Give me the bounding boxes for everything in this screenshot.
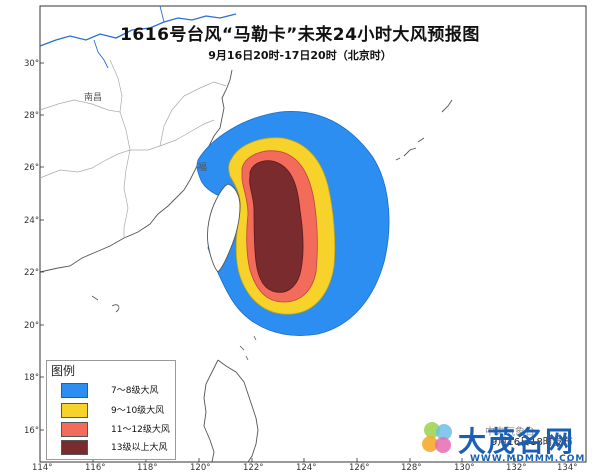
luzon-coastline — [203, 359, 219, 463]
legend-swatch — [61, 440, 88, 455]
lon-tick-label: 126° — [349, 463, 369, 473]
taiwan-island — [207, 183, 241, 273]
legend-label: 9～10级大风 — [111, 406, 165, 416]
map-subtitle: 9月16日20时-17日20时（北京时） — [208, 49, 392, 62]
place-label-fu: 福 — [198, 161, 207, 173]
province-border — [39, 99, 121, 113]
mainland-coastline — [39, 69, 233, 273]
map-title: 1616号台风“马勒卡”未来24小时大风预报图 — [120, 25, 480, 45]
province-border — [109, 59, 131, 238]
watermark-issue-time: 9月16日18时发布 — [491, 437, 573, 448]
island-coastline — [91, 295, 99, 301]
lat-tick-label: 30° — [24, 59, 39, 69]
legend-label: 7～8级大风 — [111, 386, 159, 396]
lon-tick-label: 124° — [296, 463, 316, 473]
lat-tick-label: 18° — [24, 373, 39, 383]
legend-swatch — [61, 422, 88, 437]
watermark-site-name: 大茂名网 — [458, 425, 575, 458]
map-frame — [39, 5, 587, 463]
lat-tick-label: 22° — [24, 268, 39, 278]
lon-tick-label: 134° — [557, 463, 577, 473]
lon-tick-label: 118° — [137, 463, 157, 473]
province-border — [39, 119, 215, 179]
lon-tick-label: 122° — [243, 463, 263, 473]
legend-item-13-plus: 13级以上大风 — [61, 440, 171, 455]
island-coastline — [239, 335, 257, 361]
latitude-ticks: 16° 18° 20° 22° 24° 26° 28° 30° — [24, 59, 39, 436]
lon-tick-label: 120° — [190, 463, 210, 473]
province-border — [159, 81, 227, 147]
legend-title: 图例 — [51, 364, 76, 378]
legend-item-9-10: 9～10级大风 — [61, 403, 171, 418]
river-tributary — [159, 5, 165, 23]
lon-tick-label: 114° — [32, 463, 52, 473]
legend-label: 11～12级大风 — [111, 425, 170, 435]
lon-tick-label: 132° — [506, 463, 526, 473]
ryukyu-islands — [395, 99, 453, 161]
luzon-coastline — [217, 359, 259, 463]
lat-tick-label: 24° — [24, 216, 39, 226]
place-label-nanchang: 南昌 — [84, 91, 102, 103]
legend-box: 图例 7～8级大风 9～10级大风 11～12级大风 13级以上大风 — [46, 360, 176, 460]
legend-swatch — [61, 383, 88, 398]
legend-label: 13级以上大风 — [111, 443, 168, 453]
river-tributary — [93, 39, 109, 69]
watermark-site-url: WWW.MDMMM.COM — [470, 454, 586, 464]
lat-tick-label: 20° — [24, 321, 39, 331]
lon-tick-label: 130° — [454, 463, 474, 473]
clover-icon — [422, 422, 452, 453]
watermark-logo — [422, 422, 452, 453]
lon-tick-label: 116° — [85, 463, 105, 473]
legend-item-11-12: 11～12级大风 — [61, 422, 171, 437]
longitude-ticks: 114° 116° 118° 120° 122° 124° 126° 128° … — [32, 463, 577, 473]
legend-item-7-8: 7～8级大风 — [61, 383, 171, 398]
yangtze-river — [39, 13, 237, 47]
island-coastline — [111, 304, 120, 313]
legend-swatch — [61, 403, 88, 418]
lat-tick-label: 16° — [24, 426, 39, 436]
watermark-issuer: 中央气象台 — [485, 427, 535, 438]
lat-tick-label: 28° — [24, 111, 39, 121]
lat-tick-label: 26° — [24, 163, 39, 173]
wind-zone-13-plus — [249, 160, 304, 293]
lon-tick-label: 128° — [401, 463, 421, 473]
